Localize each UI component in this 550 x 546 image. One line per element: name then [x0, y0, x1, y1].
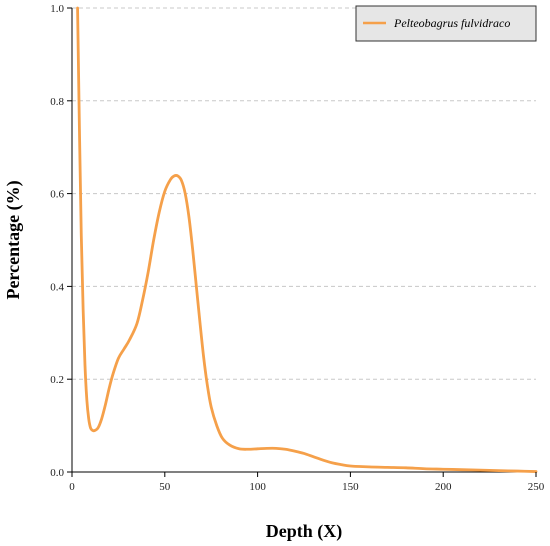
series-layer [76, 6, 538, 473]
legend-label: Pelteobagrus fulvidraco [393, 16, 510, 30]
plot-area [71, 8, 536, 473]
x-tick-label: 150 [342, 481, 359, 493]
legend: Pelteobagrus fulvidraco [355, 5, 537, 42]
x-axis-ticks: 0 50 100 150 200 250 [69, 472, 545, 493]
y-tick-label: 0.6 [50, 189, 64, 201]
y-axis-ticks: 0.0 0.2 0.4 0.6 0.8 1.0 [50, 3, 72, 479]
gridlines [72, 7, 536, 380]
y-tick-label: 1.0 [50, 3, 64, 15]
x-axis-label: Depth (X) [266, 521, 343, 542]
y-tick-label: 0.0 [50, 467, 64, 479]
y-tick-label: 0.2 [50, 374, 64, 386]
y-tick-label: 0.4 [50, 281, 64, 293]
series-line-0 [76, 6, 538, 473]
y-axis-label: Percentage (%) [3, 180, 24, 299]
y-tick-label: 0.8 [50, 96, 64, 108]
x-tick-label: 0 [69, 481, 75, 493]
x-tick-label: 50 [159, 481, 171, 493]
x-tick-label: 200 [435, 481, 452, 493]
x-tick-label: 250 [528, 481, 545, 493]
x-tick-label: 100 [249, 481, 266, 493]
